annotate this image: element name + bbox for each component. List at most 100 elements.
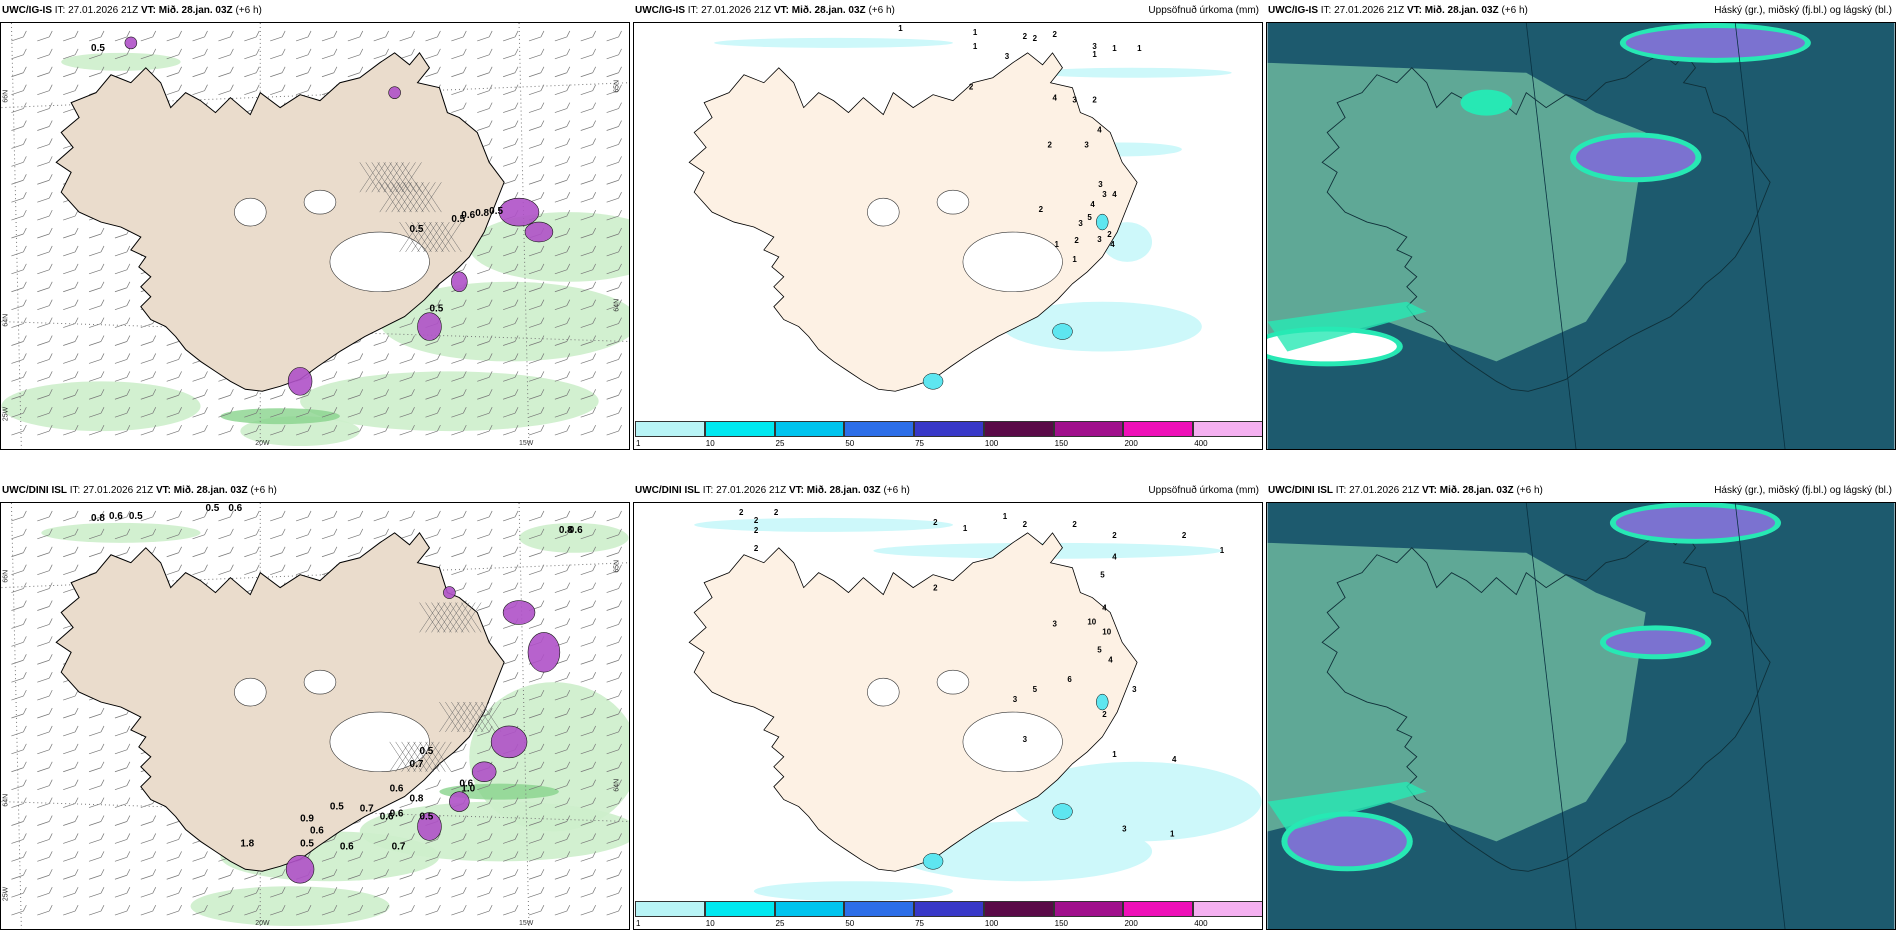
lead-time: (+6 h) xyxy=(1501,5,1528,16)
grid-label: 66N xyxy=(2,90,9,103)
precip-value: 4 xyxy=(1090,200,1095,209)
lead-time: (+6 h) xyxy=(883,485,910,496)
precip-value: 1 xyxy=(1137,44,1142,53)
colorbar-label: 200 xyxy=(1124,439,1138,448)
wind-value: 0.8 xyxy=(559,525,573,536)
precip-value: 4 xyxy=(1102,603,1107,612)
panel-header: UWC/DINI ISL IT: 27.01.2026 21Z VT: Mið.… xyxy=(1266,480,1896,502)
colorbar-label: 400 xyxy=(1194,439,1208,448)
model-name: UWC/IG-IS xyxy=(635,5,685,16)
grid-label: 20W xyxy=(255,920,270,927)
grid-label: 20W xyxy=(255,440,270,447)
it-label: IT: xyxy=(1320,5,1332,16)
precip-value: 1 xyxy=(1055,240,1060,249)
vt-value: Mið. 28.jan. 03Z xyxy=(173,485,248,496)
precip-value: 2 xyxy=(933,518,938,527)
grid-label: 15W xyxy=(519,440,534,447)
vt-label: VT: xyxy=(1421,485,1437,496)
it-value: 27.01.2026 21Z xyxy=(701,5,772,16)
precip-value: 1 xyxy=(898,24,903,33)
vt-label: VT: xyxy=(155,485,171,496)
it-label: IT: xyxy=(69,485,81,496)
it-value: 27.01.2026 21Z xyxy=(1334,5,1405,16)
colorbar-label: 100 xyxy=(984,919,999,928)
wind-value: 0.6 xyxy=(109,511,123,522)
wind-value: 0.5 xyxy=(129,511,143,522)
wind-value: 1.0 xyxy=(461,784,475,795)
precip-value: 2 xyxy=(1072,520,1077,529)
precip-value: 1 xyxy=(1112,44,1117,53)
vt-value: Mið. 28.jan. 03Z xyxy=(791,5,866,16)
model-name: UWC/IG-IS xyxy=(1268,5,1318,16)
colorbar-cell xyxy=(1053,901,1124,917)
wind-value: 0.5 xyxy=(330,802,344,813)
grid-label: 65N xyxy=(614,80,621,93)
precip-value: 10 xyxy=(1102,627,1111,636)
grid-label: 25W xyxy=(2,406,9,421)
colorbar-label: 25 xyxy=(775,919,785,928)
wind-value: 0.8 xyxy=(475,208,489,219)
colorbar-label: 50 xyxy=(845,439,855,448)
colorbar-cell xyxy=(844,901,915,917)
precip-value: 1 xyxy=(1220,546,1225,555)
precip-value: 2 xyxy=(1039,205,1044,214)
precip-value: 3 xyxy=(1078,219,1083,228)
precip-value: 3 xyxy=(1122,824,1127,833)
precip-value: 4 xyxy=(1097,125,1102,134)
wind-value: 0.5 xyxy=(410,224,424,235)
colorbar-cell xyxy=(1193,421,1262,437)
map-panel: UWC/DINI ISL IT: 27.01.2026 21Z VT: Mið.… xyxy=(633,480,1263,930)
colorbar-cell xyxy=(635,421,705,437)
precip-value: 4 xyxy=(1053,94,1058,103)
it-value: 27.01.2026 21Z xyxy=(83,485,154,496)
precip-value: 3 xyxy=(1084,140,1089,149)
precip-value: 4 xyxy=(1172,755,1177,764)
precip-value: 3 xyxy=(1023,735,1028,744)
precip-value: 2 xyxy=(933,584,938,593)
precip-value: 1 xyxy=(963,524,968,533)
precip-value: 5 xyxy=(1087,213,1092,222)
wind-value: 0.5 xyxy=(451,214,465,225)
it-label: IT: xyxy=(687,5,699,16)
precip-value: 1 xyxy=(973,28,978,37)
grid-label: 64N xyxy=(2,314,9,327)
wind-map: 66N 64N 25W 20W 15W 65N 64N 0.8 0.6 0.5 0.5 0.6 0.8 0… xyxy=(0,502,630,930)
map-panel: UWC/IG-IS IT: 27.01.2026 21Z VT: Mið. 28… xyxy=(0,0,630,450)
precip-value: 1 xyxy=(973,42,978,51)
panel-header: UWC/DINI ISL IT: 27.01.2026 21Z VT: Mið.… xyxy=(633,480,1263,502)
map-panel: UWC/DINI ISL IT: 27.01.2026 21Z VT: Mið.… xyxy=(1266,480,1896,930)
precip-value: 3 xyxy=(1102,190,1107,199)
colorbar xyxy=(635,901,1262,919)
map-panel: UWC/DINI ISL IT: 27.01.2026 21Z VT: Mið.… xyxy=(0,480,630,930)
precip-value: 2 xyxy=(754,526,759,535)
wind-value: 0.6 xyxy=(461,210,475,221)
colorbar-cell xyxy=(1123,421,1194,437)
panel-title: Háský (gr.), miðský (fj.bl.) og lágský (… xyxy=(1714,485,1892,496)
colorbar-label: 75 xyxy=(915,919,925,928)
grid-label: 64N xyxy=(614,299,621,312)
precip-value: 1 xyxy=(1112,750,1117,759)
wind-value: 1.8 xyxy=(240,838,254,849)
vt-label: VT: xyxy=(788,485,804,496)
precip-value: 1 xyxy=(1092,50,1097,59)
precip-value: 4 xyxy=(1112,553,1117,562)
model-name: UWC/DINI ISL xyxy=(635,485,700,496)
wind-value: 0.8 xyxy=(410,794,424,805)
grid-label: 64N xyxy=(2,794,9,807)
colorbar-label: 400 xyxy=(1194,919,1208,928)
precip-value: 3 xyxy=(1053,619,1058,628)
precip-value: 3 xyxy=(1097,235,1102,244)
wind-value: 0.6 xyxy=(228,503,242,514)
grid-label: 66N xyxy=(2,570,9,583)
cloud-map-svg xyxy=(1267,503,1895,929)
cloud-map xyxy=(1266,502,1896,930)
colorbar-label: 1 xyxy=(636,439,641,448)
precip-value: 4 xyxy=(1112,190,1117,199)
precip-value: 6 xyxy=(1067,675,1072,684)
wind-value: 0.9 xyxy=(300,814,314,825)
vt-label: VT: xyxy=(773,5,789,16)
colorbar-label: 200 xyxy=(1124,919,1138,928)
